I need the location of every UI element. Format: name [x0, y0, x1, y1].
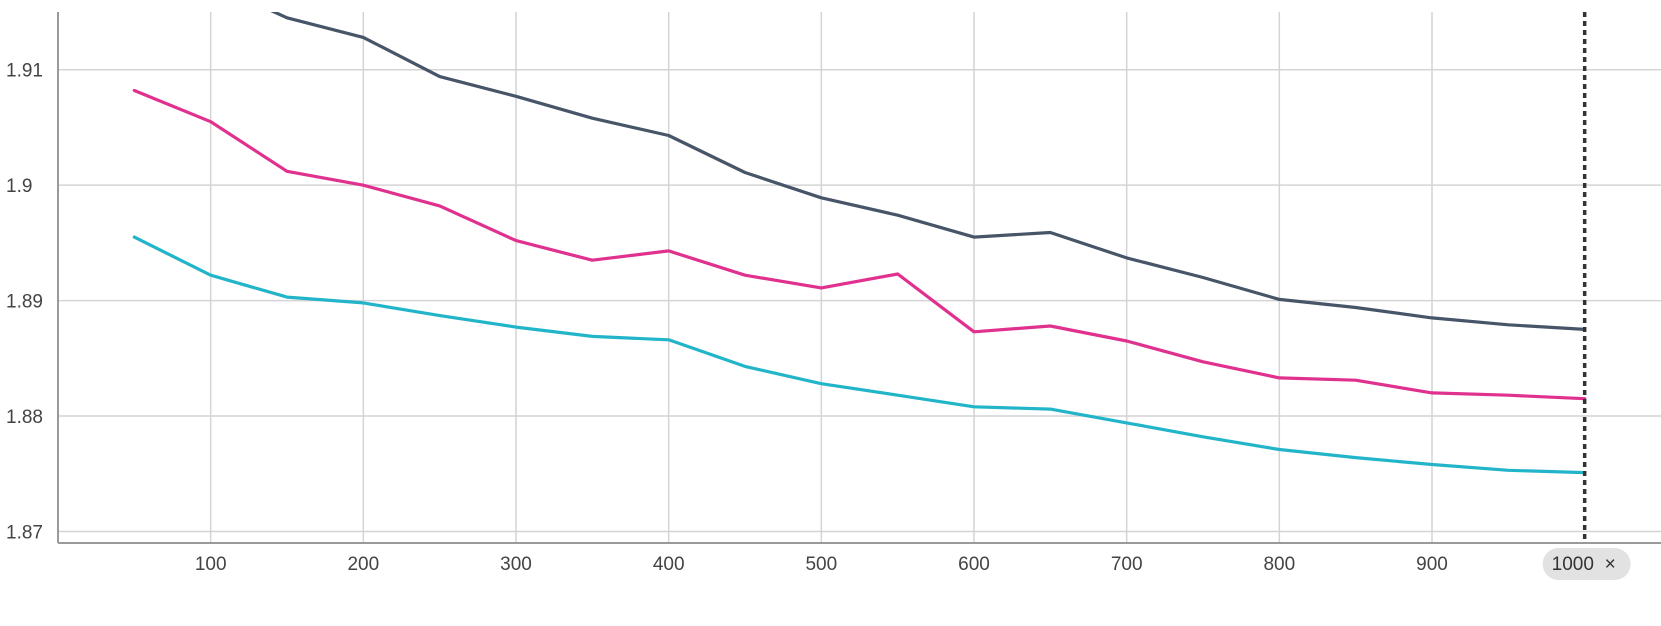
x-tick-label: 600 [958, 554, 990, 575]
x-tick-label: 700 [1111, 554, 1143, 575]
x-tick-label: 400 [653, 554, 685, 575]
hover-cursor[interactable]: 1000 × [1542, 12, 1631, 580]
close-icon[interactable]: × [1605, 554, 1616, 575]
y-tick-label: 1.91 [6, 61, 43, 82]
series-line-1 [270, 12, 1587, 331]
x-tick-label: 100 [195, 554, 227, 575]
x-tick-label: 500 [805, 554, 837, 575]
x-tick-label: 900 [1416, 554, 1448, 575]
series-line-3 [132, 235, 1587, 475]
series-line-2 [132, 88, 1587, 401]
x-tick-labels: 100 200 300 400 500 600 700 800 900 [195, 554, 1448, 575]
cursor-value-label: 1000 [1552, 554, 1594, 575]
y-tick-label: 1.87 [6, 522, 43, 543]
series-lines [132, 12, 1587, 475]
y-tick-label: 1.88 [6, 407, 43, 428]
x-tick-label: 300 [500, 554, 532, 575]
cursor-value-chip[interactable] [1542, 548, 1631, 580]
y-tick-labels: 1.91 1.9 1.89 1.88 1.87 [6, 61, 43, 544]
x-tick-label: 800 [1263, 554, 1295, 575]
y-tick-label: 1.9 [6, 176, 32, 197]
y-tick-label: 1.89 [6, 292, 43, 313]
x-tick-label: 200 [347, 554, 379, 575]
